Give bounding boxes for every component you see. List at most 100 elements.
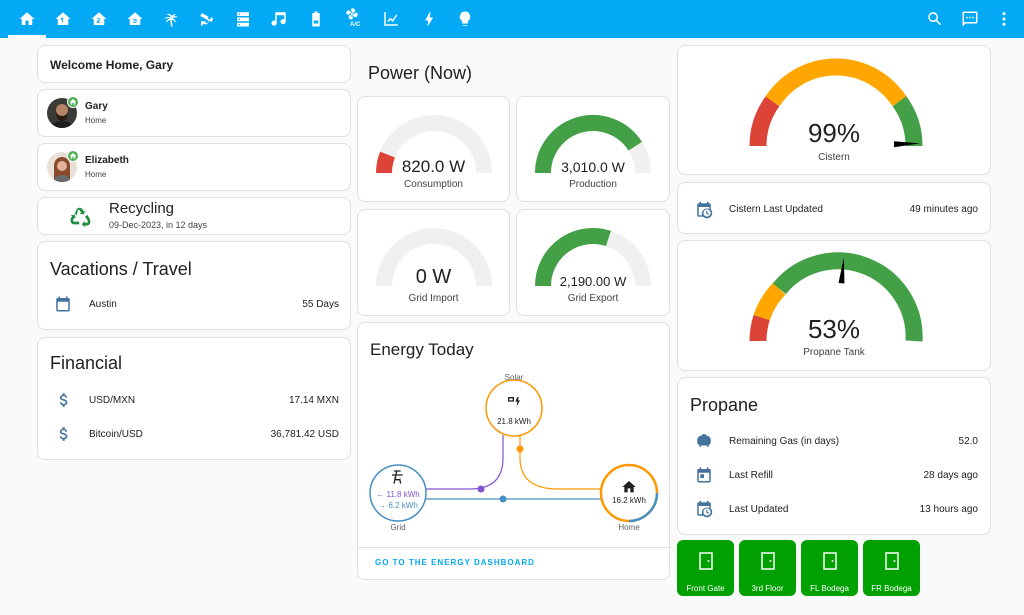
vacations-title: Vacations / Travel bbox=[50, 259, 192, 279]
door-icon bbox=[699, 552, 713, 570]
flow-dot bbox=[477, 485, 485, 493]
cistern-gauge bbox=[749, 58, 923, 148]
more-vertical-icon[interactable] bbox=[992, 7, 1016, 31]
row-value: 17.14 MXN bbox=[288, 395, 339, 406]
fan-ac-icon[interactable]: A/C bbox=[340, 7, 364, 31]
home-label: Home bbox=[618, 523, 640, 532]
server-icon[interactable] bbox=[231, 7, 255, 31]
door-button-3rd-floor[interactable]: 3rd Floor bbox=[739, 540, 796, 596]
row-label: Last Updated bbox=[729, 504, 789, 515]
home-floor-2-icon[interactable] bbox=[87, 7, 111, 31]
power-title: Power (Now) bbox=[368, 63, 473, 83]
assist-icon[interactable] bbox=[958, 7, 982, 31]
solar-power-icon bbox=[508, 397, 520, 407]
gauge-needle bbox=[838, 257, 845, 284]
ac-label: A/C bbox=[350, 22, 361, 28]
home-icon[interactable] bbox=[15, 7, 39, 31]
grid-node bbox=[369, 464, 427, 522]
home-floor-1-icon[interactable] bbox=[51, 7, 75, 31]
gauge-amber-segment bbox=[753, 282, 786, 321]
person-state: Home bbox=[85, 116, 107, 125]
search-icon[interactable] bbox=[923, 7, 947, 31]
row-value: 36,781.42 USD bbox=[270, 429, 339, 440]
lightning-bolt-icon[interactable] bbox=[417, 7, 441, 31]
consumption-gauge-card[interactable]: 820.0 W Consumption bbox=[357, 96, 510, 202]
door-icon bbox=[885, 552, 899, 570]
gauge-label: Consumption bbox=[404, 179, 463, 190]
currency-usd-icon bbox=[55, 391, 73, 409]
door-icon bbox=[823, 552, 837, 570]
gauge-value: 99% bbox=[807, 118, 861, 148]
row-label: Bitcoin/USD bbox=[89, 429, 143, 440]
solar-to-grid-line bbox=[426, 435, 504, 490]
recycling-title: Recycling bbox=[109, 200, 175, 217]
financial-card: Financial USD/MXN 17.14 MXN Bitcoin/USD … bbox=[37, 337, 351, 460]
calendar-clock-icon bbox=[695, 201, 713, 219]
gauge-track bbox=[376, 228, 492, 287]
home-icon bbox=[622, 481, 636, 493]
person-card-gary[interactable]: Gary Home bbox=[37, 89, 351, 137]
gauge-green-segment bbox=[772, 252, 923, 342]
gauge-red-segment bbox=[749, 96, 780, 147]
door-label: 3rd Floor bbox=[751, 584, 784, 593]
home-badge-icon bbox=[67, 96, 79, 108]
door-label: FR Bodega bbox=[871, 584, 912, 593]
grid-import-gauge-card[interactable]: 0 W Grid Import bbox=[357, 209, 510, 316]
door-label: Front Gate bbox=[686, 584, 725, 593]
row-label: USD/MXN bbox=[89, 395, 136, 406]
grid-export-gauge-card[interactable]: 2,190.00 W Grid Export bbox=[516, 209, 670, 316]
cistern-gauge-card[interactable]: 99% Cistern bbox=[677, 45, 991, 175]
gauge-green-segment bbox=[892, 96, 923, 147]
battery-icon[interactable] bbox=[304, 7, 328, 31]
row-value: 52.0 bbox=[958, 436, 978, 447]
gauge bbox=[376, 115, 492, 174]
gauge-label: Propane Tank bbox=[803, 347, 865, 358]
home-node-grid-segment bbox=[628, 492, 659, 523]
propane-title: Propane bbox=[690, 395, 759, 415]
cctv-icon[interactable] bbox=[195, 7, 219, 31]
gauge-fill bbox=[376, 151, 396, 174]
home-floor-3-icon[interactable] bbox=[123, 7, 147, 31]
lightbulb-icon[interactable] bbox=[453, 7, 477, 31]
gauge-track bbox=[376, 115, 492, 174]
gauge-value: 820.0 W bbox=[401, 157, 466, 176]
door-button-front-gate[interactable]: Front Gate bbox=[677, 540, 734, 596]
recycle-icon bbox=[70, 207, 91, 228]
energy-dashboard-link[interactable]: GO TO THE ENERGY DASHBOARD bbox=[375, 558, 535, 567]
propane-gauge-card[interactable]: 53% Propane Tank bbox=[677, 240, 991, 371]
music-icon[interactable] bbox=[267, 7, 291, 31]
recycling-card[interactable]: Recycling 09-Dec-2023, in 12 days bbox=[37, 197, 351, 235]
chart-line-icon[interactable] bbox=[379, 7, 403, 31]
person-name: Gary bbox=[85, 101, 108, 112]
propane-tank-icon bbox=[695, 432, 713, 450]
grid-export-value: → 6.2 kWh bbox=[378, 501, 418, 510]
grid-label: Grid bbox=[390, 523, 406, 532]
gauge-needle bbox=[893, 141, 920, 148]
active-tab-indicator bbox=[8, 35, 46, 38]
row-label: Austin bbox=[89, 299, 117, 310]
palm-tree-icon[interactable] bbox=[159, 7, 183, 31]
home-badge-icon bbox=[67, 150, 79, 162]
calendar-icon bbox=[54, 295, 72, 313]
gauge bbox=[535, 115, 651, 174]
energy-title: Energy Today bbox=[370, 340, 474, 359]
door-button-fl-bodega[interactable]: FL Bodega bbox=[801, 540, 858, 596]
flow-dot bbox=[516, 445, 524, 453]
solar-label: Solar bbox=[504, 373, 524, 382]
energy-distribution-card: Energy Today Solar 21.8 kWh ← 11.8 kWh →… bbox=[357, 322, 671, 580]
door-button-fr-bodega[interactable]: FR Bodega bbox=[863, 540, 920, 596]
gauge-label: Grid Export bbox=[567, 293, 619, 304]
row-label: Last Refill bbox=[729, 470, 773, 481]
calendar-clock-icon bbox=[695, 500, 713, 518]
gauge bbox=[535, 228, 651, 287]
calendar-icon bbox=[695, 466, 713, 484]
row-value: 13 hours ago bbox=[919, 504, 978, 515]
gauge-label: Cistern bbox=[818, 152, 850, 163]
gauge bbox=[376, 228, 492, 287]
person-card-elizabeth[interactable]: Elizabeth Home bbox=[37, 143, 351, 191]
production-gauge-card[interactable]: 3,010.0 W Production bbox=[516, 96, 670, 202]
gauge-fill bbox=[535, 115, 642, 174]
top-app-bar: A/C bbox=[0, 0, 1024, 38]
gauge-amber-segment bbox=[765, 58, 907, 107]
door-label: FL Bodega bbox=[810, 584, 849, 593]
